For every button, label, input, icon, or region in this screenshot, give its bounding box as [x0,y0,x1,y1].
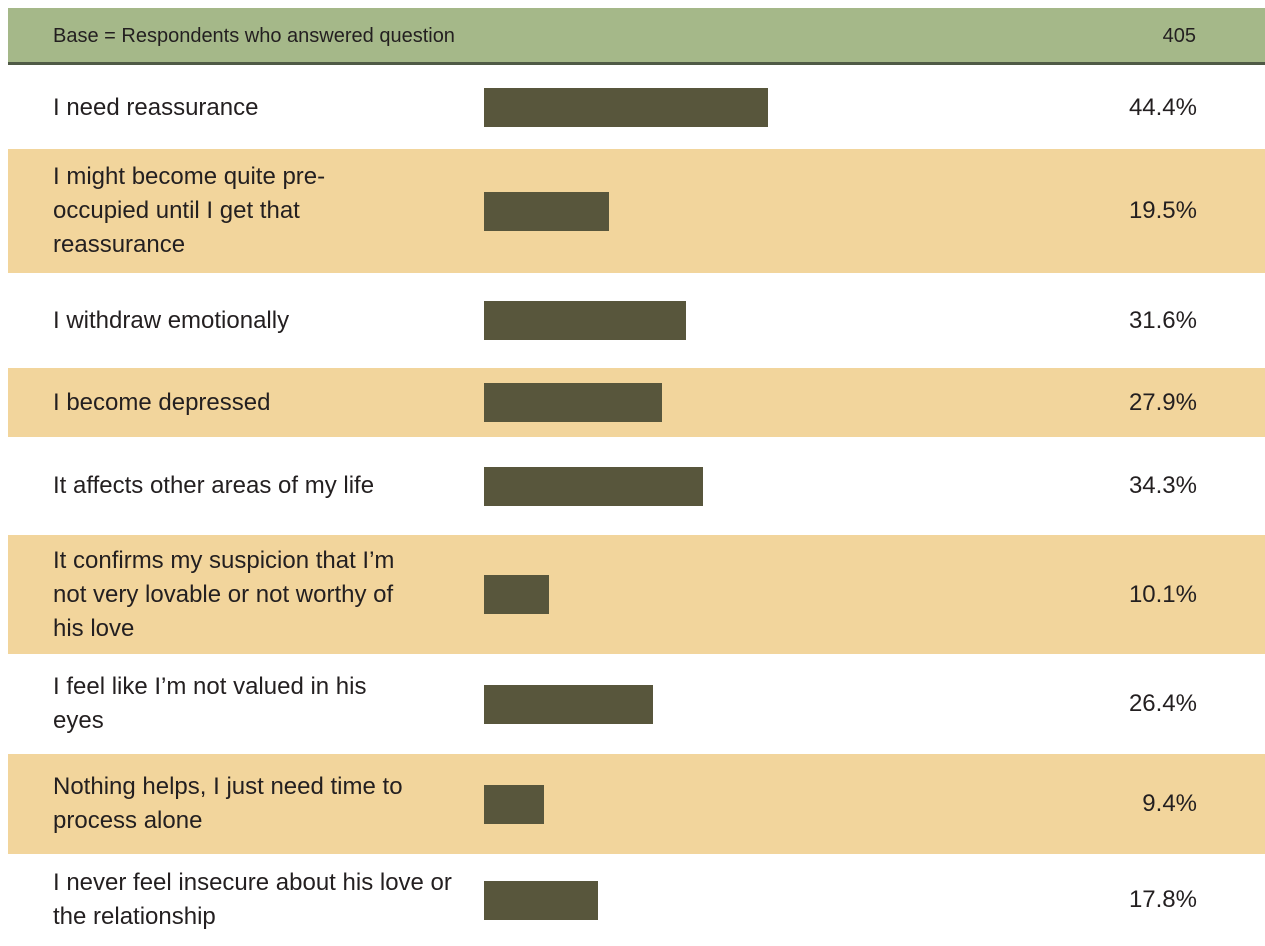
bar [484,880,598,920]
category-label: I feel like I’m not valued in his eyes [53,673,367,734]
bar [484,575,549,614]
bar [484,301,686,340]
bar [484,466,703,506]
base-label: Base = Respondents who answered question [53,25,455,47]
category-label: I become depressed [53,388,271,416]
value-label: 31.6% [1128,306,1197,334]
category-label: It confirms my suspicion that I’m not ve… [53,546,395,642]
category-label: I withdraw emotionally [53,306,290,334]
value-label: 26.4% [1128,690,1197,717]
value-label: 34.3% [1128,472,1197,499]
value-label: 17.8% [1128,886,1197,913]
value-label: 44.4% [1128,93,1197,121]
bar [484,684,653,724]
row-background [8,535,1265,654]
value-label: 10.1% [1128,580,1197,608]
row-background [8,149,1265,273]
base-count: 405 [1162,25,1196,47]
bar [484,88,768,127]
category-label: I never feel insecure about his love or … [53,869,452,930]
value-label: 9.4% [1142,790,1197,817]
category-label: Nothing helps, I just need time to proce… [53,773,403,834]
category-label: It affects other areas of my life [53,472,375,499]
bar [484,191,609,231]
category-label: I need reassurance [53,93,259,121]
header-divider [8,62,1265,65]
value-label: 27.9% [1128,388,1197,416]
row-background [8,754,1265,854]
table-header [8,8,1265,62]
category-label: I might become quite pre-occupied until … [53,163,326,258]
value-label: 19.5% [1128,197,1197,224]
bar [484,784,544,824]
bar [484,383,662,422]
